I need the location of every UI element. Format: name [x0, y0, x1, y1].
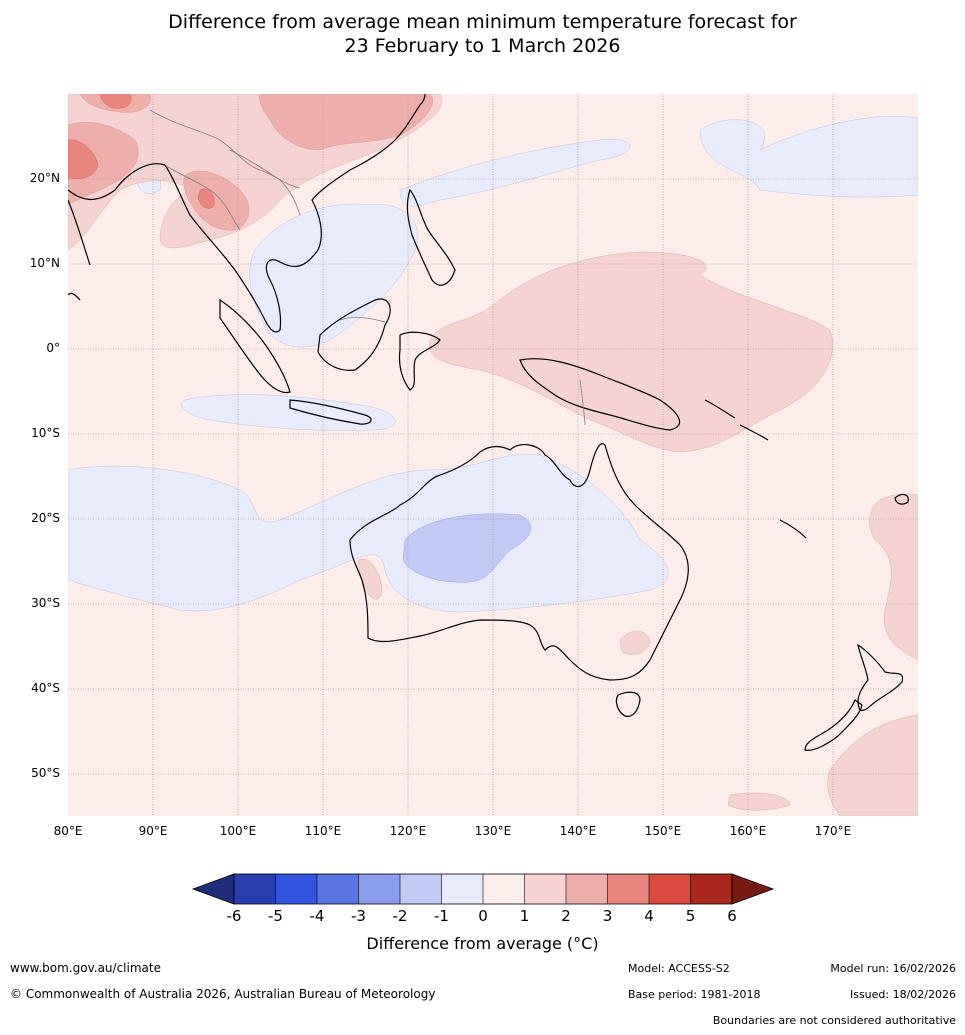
- asia-mainland-coastline: [68, 94, 426, 333]
- anomaly-field-minus1-0-java-sea: [180, 394, 396, 431]
- legend-tick: -3: [351, 907, 366, 925]
- legend-bin-minus1-0: [441, 874, 483, 904]
- legend-tick: 2: [561, 907, 571, 925]
- legend-tick: -1: [434, 907, 449, 925]
- legend-bin-3-4: [607, 874, 649, 904]
- lat-label-20n: 20°N: [29, 171, 60, 185]
- anomaly-field-minus1-0-philippine-sea: [399, 138, 631, 207]
- disclaimer: Boundaries are not considered authoritat…: [712, 1014, 956, 1027]
- legend-bin-5-6: [690, 874, 732, 904]
- lat-label-0: 0°: [46, 341, 60, 355]
- legend-tick: 0: [478, 907, 488, 925]
- chart-title: Difference from average mean minimum tem…: [0, 10, 965, 58]
- india-coastline: [68, 199, 91, 301]
- lon-label-80e: 80°E: [53, 824, 83, 838]
- anomaly-field-1-2-southern-ocean: [727, 792, 791, 811]
- fiji-coastline: [894, 493, 909, 505]
- lat-label-20s: 20°S: [31, 511, 60, 525]
- legend-tick: -2: [392, 907, 408, 925]
- anomaly-field-minus1-0-indian-ocean: [68, 453, 669, 613]
- anomaly-field-1-2-western-pacific: [429, 251, 833, 453]
- anomaly-field-1-2-tasman: [827, 714, 918, 816]
- australia-coastline: [349, 443, 689, 681]
- legend-bin-minus6-minus5: [234, 874, 276, 904]
- legend-tick: -5: [268, 907, 283, 925]
- legend-arrow-low: [191, 873, 235, 905]
- legend-tick: -4: [309, 907, 325, 925]
- new-caledonia-coastline: [779, 519, 807, 539]
- lon-label-150e: 150°E: [644, 824, 682, 838]
- java-coastline: [289, 399, 372, 425]
- lon-label-110e: 110°E: [304, 824, 342, 838]
- borneo-coastline: [317, 298, 391, 371]
- anomaly-field-minus1-0-north-pacific: [699, 115, 918, 198]
- copyright: © Commonwealth of Australia 2026, Austra…: [10, 987, 436, 1001]
- title-line-1: Difference from average mean minimum tem…: [168, 11, 797, 33]
- website-link[interactable]: www.bom.gov.au/climate: [10, 961, 161, 975]
- title-line-2: 23 February to 1 March 2026: [344, 35, 621, 57]
- base-period: Base period: 1981-2018: [628, 988, 761, 1001]
- lon-label-120e: 120°E: [389, 824, 427, 838]
- legend-bin-minus5-minus4: [275, 874, 317, 904]
- lat-label-30s: 30°S: [31, 596, 60, 610]
- legend-title: Difference from average (°C): [366, 934, 599, 953]
- anomaly-field-3-4-tibet: [99, 94, 132, 109]
- anomaly-field-3-4-myanmar: [197, 188, 215, 209]
- sumatra-coastline: [219, 298, 291, 394]
- legend-tick: 4: [644, 907, 654, 925]
- anomaly-field-2-3-indochina: [183, 170, 250, 231]
- sulawesi-coastline: [398, 331, 441, 391]
- lon-label-100e: 100°E: [219, 824, 257, 838]
- lon-label-90e: 90°E: [138, 824, 168, 838]
- legend-bin-minus3-minus2: [358, 874, 400, 904]
- lat-label-40s: 40°S: [31, 681, 60, 695]
- lon-label-140e: 140°E: [559, 824, 597, 838]
- legend-bin-1-2: [524, 874, 566, 904]
- solomon-islands-coastline: [704, 399, 769, 441]
- lat-label-50s: 50°S: [31, 766, 60, 780]
- lon-label-130e: 130°E: [474, 824, 512, 838]
- anomaly-field-1-2-south-pacific: [869, 493, 918, 661]
- legend-tick: 3: [602, 907, 613, 925]
- lon-label-160e: 160°E: [729, 824, 767, 838]
- legend-bin-4-5: [649, 874, 691, 904]
- model-name: Model: ACCESS-S2: [628, 962, 730, 975]
- legend-bin-0-1: [483, 874, 525, 904]
- anomaly-field-minus1-0-south-china-sea: [249, 203, 419, 348]
- legend-bin-minus2-minus1: [400, 874, 442, 904]
- legend-tick: 1: [519, 907, 530, 925]
- legend-bin-2-3: [566, 874, 608, 904]
- lat-label-10s: 10°S: [31, 426, 60, 440]
- lon-label-170e: 170°E: [814, 824, 852, 838]
- anomaly-field-1-2-sw-australia: [357, 558, 383, 600]
- country-borders: [149, 109, 586, 426]
- anomaly-field-2-3-china: [259, 94, 433, 151]
- issued-date: Issued: 18/02/2026: [849, 988, 956, 1001]
- anomaly-field-3-4-india: [68, 139, 99, 179]
- legend-tick: 5: [685, 907, 696, 925]
- new-zealand-coastline: [857, 643, 904, 711]
- model-run: Model run: 16/02/2026: [830, 962, 956, 975]
- philippines-coastline: [406, 188, 456, 286]
- legend-colorbar: [191, 873, 775, 905]
- new-guinea-coastline: [519, 358, 681, 431]
- legend-arrow-high: [731, 873, 775, 905]
- new-zealand-south-coastline: [804, 699, 863, 751]
- anomaly-field-1-2-victoria: [619, 630, 651, 655]
- legend-tick: 6: [727, 907, 737, 925]
- lat-label-10n: 10°N: [29, 256, 60, 270]
- anomaly-field-minus2-minus1-western-australia: [402, 513, 532, 583]
- tasmania-coastline: [615, 691, 641, 717]
- legend-bin-minus4-minus3: [317, 874, 359, 904]
- legend-tick: -6: [226, 907, 242, 925]
